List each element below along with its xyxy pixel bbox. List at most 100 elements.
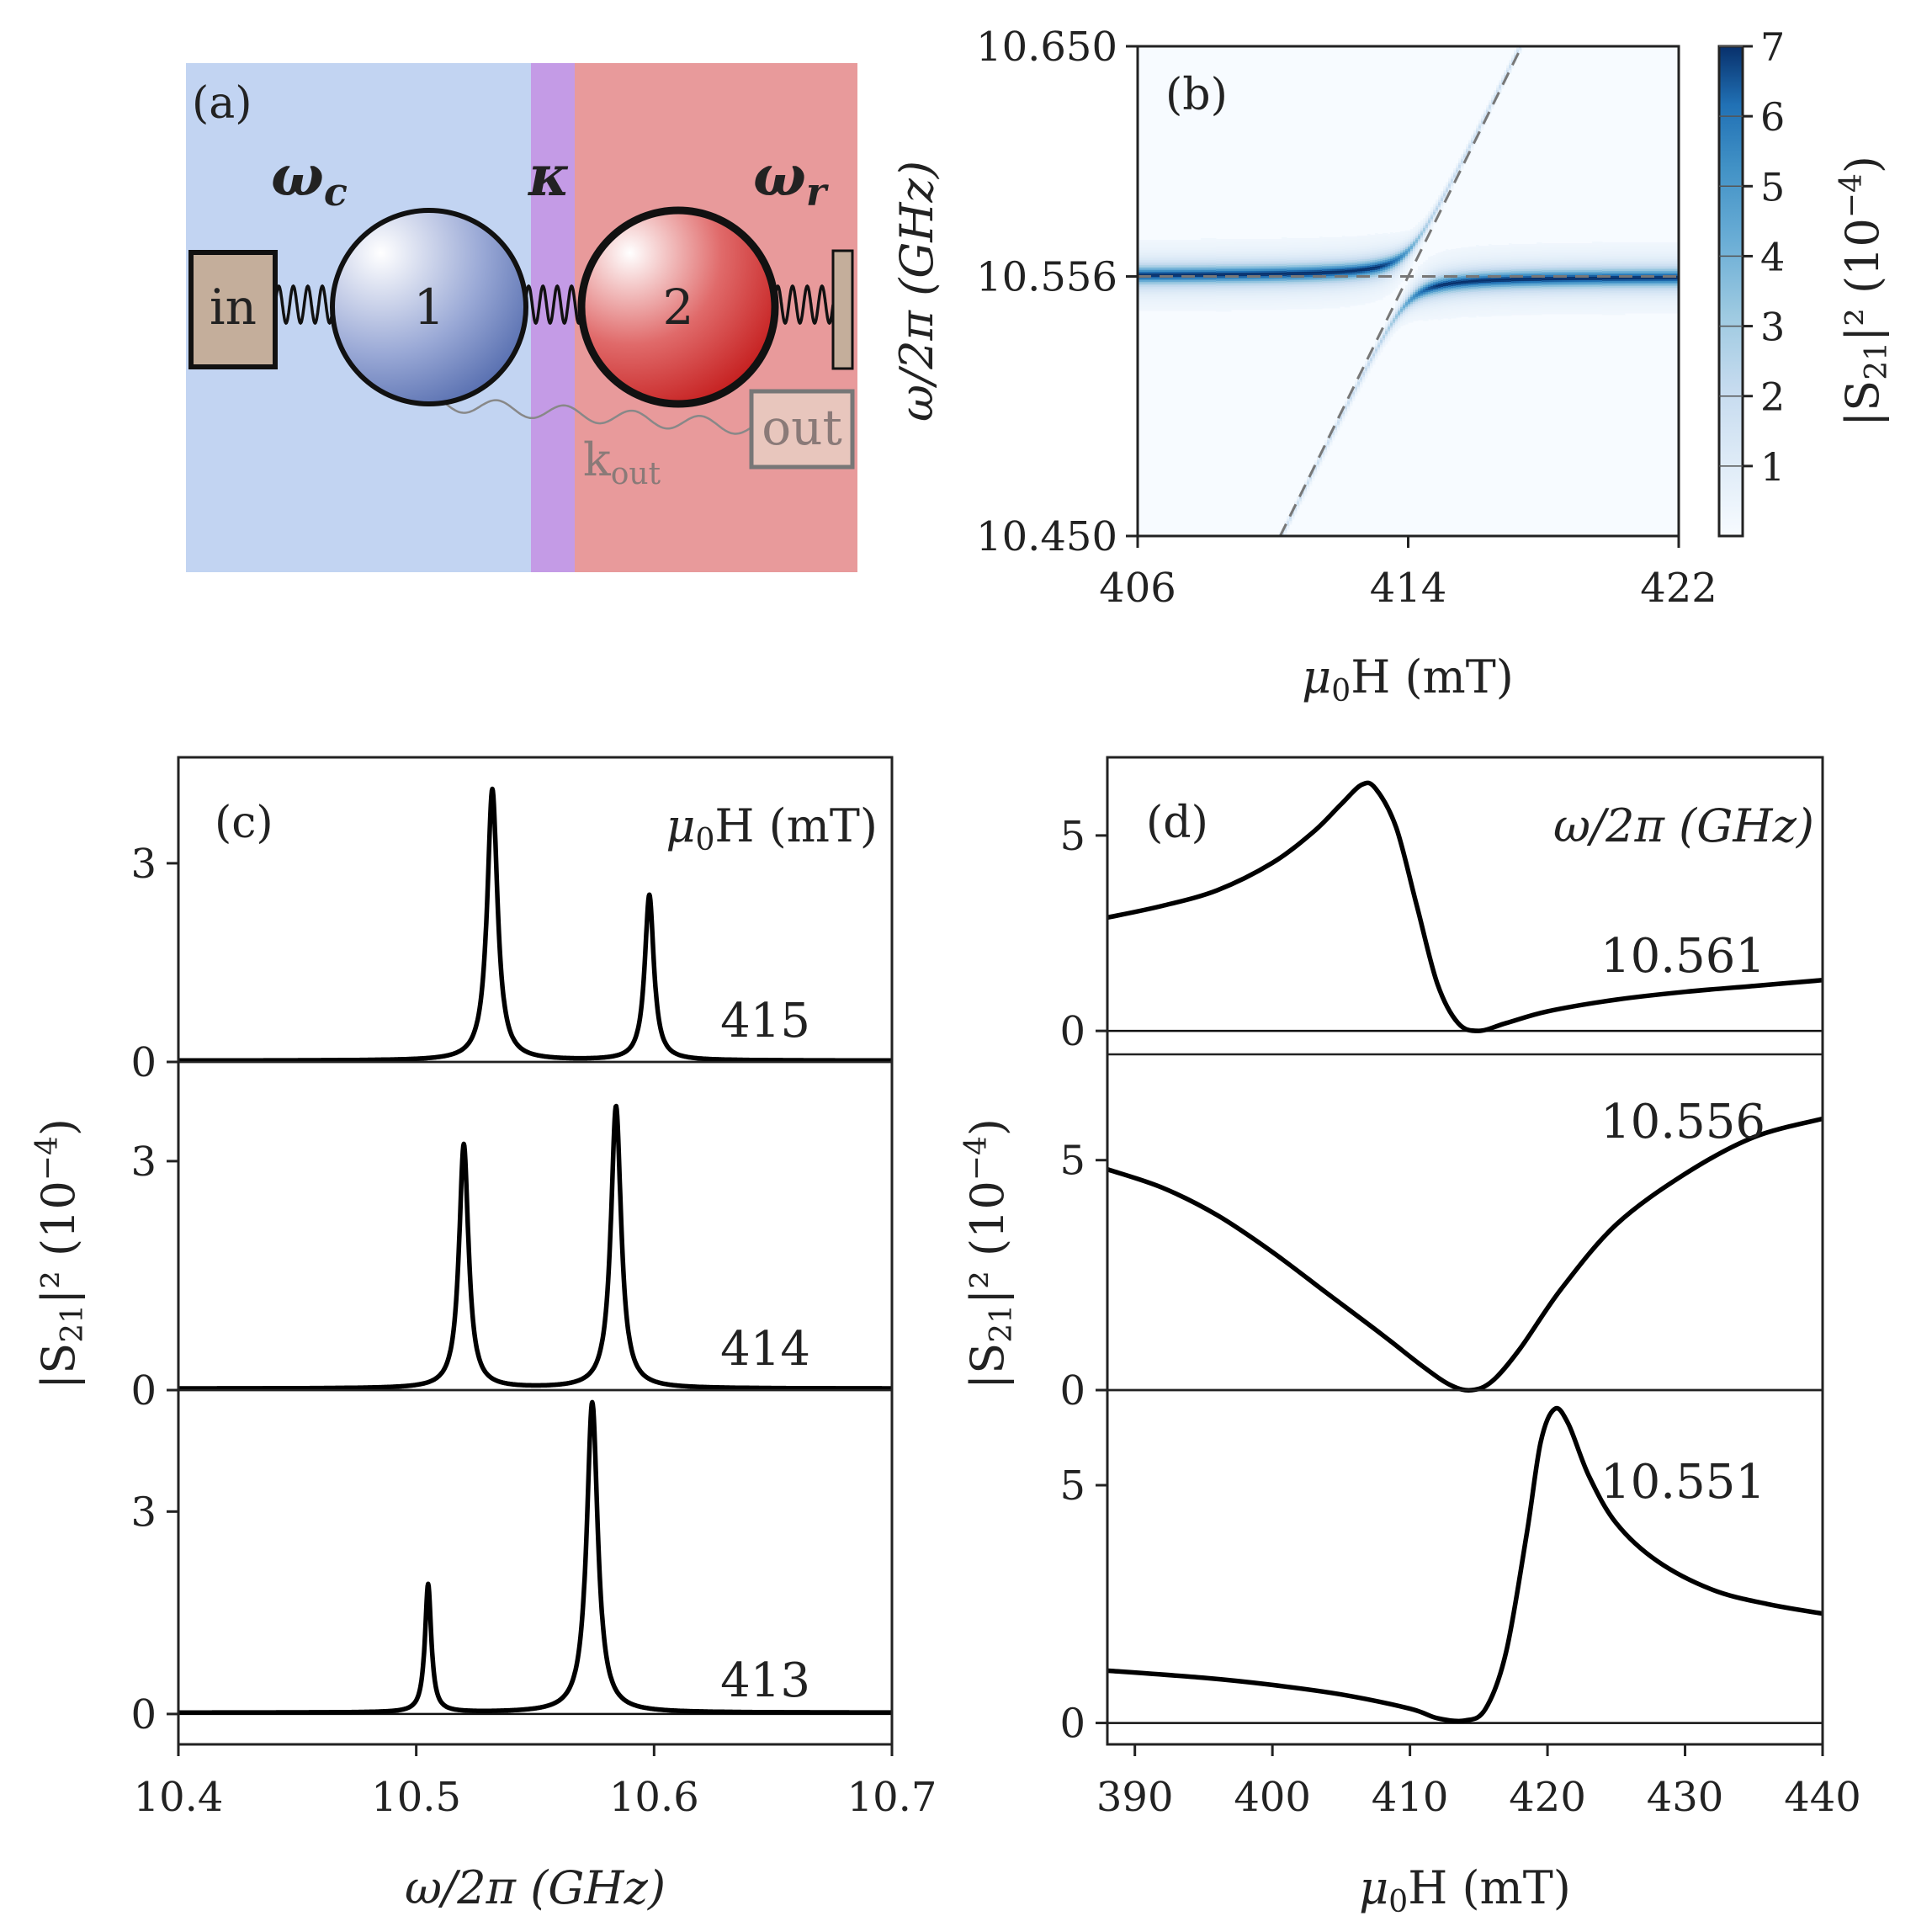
heatmap-cell — [1170, 304, 1174, 306]
heatmap-cell — [1173, 752, 1176, 755]
heatmap-cell — [1251, 259, 1255, 262]
heatmap-cell — [1201, 701, 1204, 703]
heatmap-cell — [1239, 619, 1242, 622]
heatmap-cell — [1201, 294, 1204, 296]
heatmap-cell — [1324, 268, 1328, 270]
heatmap-cell — [1198, 263, 1202, 266]
heatmap-cell — [1140, 263, 1144, 266]
heatmap-cell — [1251, 254, 1255, 257]
heatmap-cell — [1299, 247, 1303, 249]
heatmap-cell — [1266, 559, 1270, 561]
heatmap-cell — [1292, 240, 1295, 242]
heatmap-cell — [1249, 293, 1252, 295]
heatmap-cell — [1216, 263, 1219, 265]
heatmap-cell — [1188, 295, 1192, 298]
heatmap-cell — [1201, 302, 1204, 305]
heatmap-cell — [1385, 267, 1388, 269]
heatmap-cell — [1176, 243, 1179, 246]
heatmap-cell — [1269, 308, 1272, 310]
heatmap-cell — [1160, 252, 1164, 254]
heatmap-cell — [1292, 268, 1295, 271]
heatmap-cell — [1276, 286, 1280, 289]
heatmap-cell — [1324, 305, 1328, 307]
heatmap-cell — [1208, 280, 1212, 283]
heatmap-cell — [1289, 275, 1292, 278]
heatmap-cell — [1279, 283, 1282, 285]
heatmap-cell — [1352, 302, 1356, 305]
heatmap-cell — [1307, 300, 1310, 303]
heatmap-cell — [1309, 275, 1313, 278]
heatmap-cell — [1372, 267, 1376, 269]
heatmap-cell — [1327, 261, 1330, 263]
heatmap-cell — [1221, 246, 1224, 248]
heatmap-cell — [1292, 292, 1295, 295]
heatmap-cell — [1365, 259, 1368, 262]
heatmap-cell — [1292, 295, 1295, 298]
heatmap-cell — [1259, 288, 1262, 290]
heatmap-cell — [1332, 252, 1335, 255]
heatmap-cell — [1375, 348, 1378, 350]
heatmap-cell — [1256, 289, 1260, 292]
heatmap-cell — [1299, 305, 1303, 308]
heatmap-cell — [1279, 266, 1282, 268]
heatmap-cell — [1234, 269, 1237, 272]
heatmap-cell — [1312, 289, 1315, 291]
heatmap-cell — [1256, 301, 1260, 304]
heatmap-cell — [1340, 295, 1343, 297]
heatmap-cell — [1297, 297, 1300, 300]
heatmap-cell — [1309, 295, 1313, 298]
heatmap-cell — [1279, 259, 1282, 262]
heatmap-cell — [1208, 238, 1212, 241]
heatmap-cell — [1383, 280, 1386, 283]
heatmap-cell — [1163, 772, 1166, 775]
heatmap-cell — [1145, 247, 1149, 249]
heatmap-cell — [1292, 290, 1295, 293]
heatmap-cell — [1165, 263, 1169, 266]
heatmap-cell — [1153, 287, 1156, 289]
heatmap-cell — [1138, 243, 1141, 246]
heatmap-cell — [1168, 294, 1171, 296]
heatmap-cell — [1271, 271, 1275, 273]
heatmap-cell — [1347, 252, 1351, 254]
heatmap-cell — [1176, 302, 1179, 305]
heatmap-cell — [1294, 257, 1298, 259]
heatmap-cell — [1181, 272, 1184, 274]
heatmap-cell — [1365, 366, 1368, 369]
heatmap-cell — [1203, 247, 1207, 249]
heatmap-cell — [1229, 283, 1232, 285]
heatmap-cell — [1350, 287, 1353, 289]
heatmap-cell — [1168, 270, 1171, 273]
heatmap-cell — [1360, 279, 1363, 282]
heatmap-cell — [1266, 252, 1270, 255]
heatmap-cell — [1309, 305, 1313, 308]
heatmap-cell — [1223, 252, 1227, 255]
heatmap-cell — [1276, 278, 1280, 280]
heatmap-cell — [1191, 257, 1194, 259]
heatmap-cell — [1138, 273, 1141, 276]
heatmap-cell — [1297, 300, 1300, 303]
heatmap-cell — [1342, 242, 1345, 245]
heatmap-cell — [1282, 256, 1285, 258]
heatmap-cell — [1163, 272, 1166, 274]
heatmap-cell — [1229, 279, 1232, 282]
heatmap-cell — [1269, 554, 1272, 556]
heatmap-cell — [1261, 261, 1265, 263]
heatmap-cell — [1304, 240, 1308, 242]
heatmap-cell — [1241, 619, 1245, 622]
heatmap-cell — [1259, 577, 1262, 580]
heatmap-cell — [1380, 337, 1383, 339]
heatmap-cell — [1211, 679, 1214, 682]
heatmap-cell — [1221, 252, 1224, 255]
heatmap-cell — [1186, 297, 1189, 300]
heatmap-cell — [1173, 282, 1176, 284]
heatmap-cell — [1299, 497, 1303, 500]
heatmap-cell — [1302, 279, 1305, 281]
heatmap-cell — [1302, 248, 1305, 251]
heatmap-cell — [1145, 309, 1149, 311]
heatmap-cell — [1170, 272, 1174, 274]
heatmap-cell — [1269, 273, 1272, 275]
heatmap-cell — [1140, 247, 1144, 249]
heatmap-cell — [1256, 291, 1260, 294]
heatmap-cell — [1163, 263, 1166, 266]
heatmap-cell — [1360, 236, 1363, 238]
